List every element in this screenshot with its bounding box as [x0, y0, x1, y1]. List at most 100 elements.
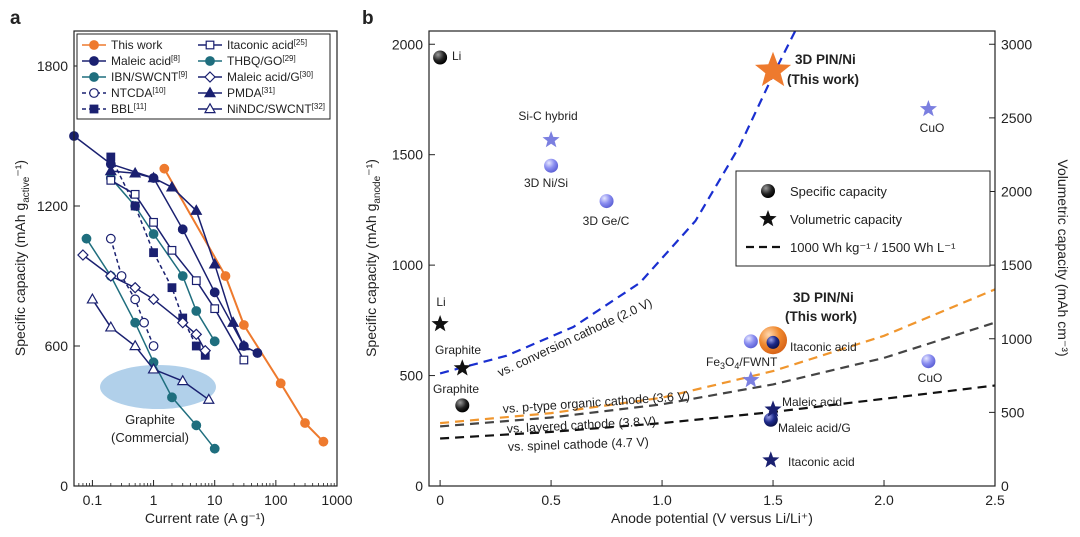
- panel-b-points: [431, 50, 937, 468]
- series-0-point-5: [318, 436, 329, 447]
- b-ytick-label: 1000: [392, 257, 423, 273]
- legend-ref-6: [29]: [282, 54, 295, 63]
- specific-point-1: [544, 158, 559, 173]
- legend-marker-4: [89, 104, 99, 114]
- specific-point-7: [921, 354, 936, 369]
- series-6-point-5: [191, 420, 202, 431]
- legend-name-6: THBQ/GO: [227, 54, 282, 68]
- legend-marker-5: [205, 40, 215, 50]
- b-ytick-right-label: 2500: [1001, 110, 1032, 126]
- this-work-star: [755, 51, 792, 87]
- b-ytick-label: 1500: [392, 147, 423, 163]
- panel-a-letter: a: [10, 8, 21, 29]
- b-ytick-right-label: 2000: [1001, 184, 1032, 200]
- b-ytick-label: 0: [415, 478, 423, 494]
- volumetric-star-0: [431, 315, 449, 332]
- volumetric-star-3: [919, 100, 937, 117]
- panel-a-series: [69, 131, 329, 454]
- series-line-3: [110, 238, 155, 347]
- panel-b-point-labels: Li Li Graphite Graphite Si-C hybrid 3D N…: [433, 49, 944, 469]
- itaconic-sphere-overlay: [766, 335, 780, 349]
- graphite-commercial-region: Graphite (Commercial): [100, 365, 216, 445]
- legend-label-4: BBL[11]: [111, 102, 146, 116]
- label-this-work-top-2: (This work): [787, 72, 859, 87]
- series-5-point-3: [167, 245, 177, 255]
- legend-ref-8: [31]: [262, 86, 275, 95]
- legend-name-4: BBL: [111, 102, 134, 116]
- volumetric-star-4: [742, 371, 760, 388]
- panel-a-ticks: 0.1 1 10 100 1000 0 600 1200 1800: [37, 58, 353, 508]
- b-xtick-label: 0.5: [541, 492, 561, 508]
- energy-curve-2: [440, 321, 996, 428]
- legend-name-8: PMDA: [227, 86, 262, 100]
- b-xtick-label: 2.0: [874, 492, 894, 508]
- a-xtick-label: 1000: [321, 492, 352, 508]
- label-this-work-bottom-2: (This work): [785, 309, 857, 324]
- a-xtick-label: 1: [150, 492, 158, 508]
- series-5-point-5: [210, 304, 220, 314]
- series-5-point-4: [191, 276, 201, 286]
- b-ytick-right-label: 1000: [1001, 331, 1032, 347]
- panel-a-chart: Graphite (Commercial) 0.1 1 10 100 1000 0 600 1…: [12, 30, 353, 526]
- legend-label-9: NiNDC/SWCNT[32]: [227, 102, 325, 116]
- volumetric-star-5: [764, 400, 782, 417]
- panel-b-legend-box: [735, 170, 991, 267]
- series-9-point-0: [86, 292, 99, 304]
- series-9-point-2: [129, 339, 142, 351]
- series-1-point-6: [252, 348, 263, 358]
- b-xtick-label: 2.5: [985, 492, 1005, 508]
- panel-b-x-axis-title: Anode potential (V versus Li/Li⁺): [611, 510, 813, 526]
- series-8-point-7: [237, 339, 250, 351]
- panel-b-letter: b: [362, 8, 374, 29]
- legend-label-2: IBN/SWCNT[9]: [111, 70, 187, 84]
- panel-b-curve-labels: vs. conversion cathode (2.0 V) vs. p-typ…: [495, 296, 690, 454]
- legend-marker-0: [89, 40, 99, 50]
- panel-a-y-axis-title: Specific capacity (mAh gactive⁻¹): [12, 160, 32, 356]
- legend-star-icon: [759, 210, 777, 227]
- series-8-point-4: [190, 204, 203, 215]
- legend-ref-9: [32]: [312, 102, 325, 111]
- a-ytick-label: 1200: [37, 198, 68, 214]
- panel-a-legend: This work Maleic acid[8] IBN/SWCNT[9] NTCDA…: [82, 38, 325, 116]
- series-3-point-4: [148, 341, 159, 351]
- curve-label-conversion: vs. conversion cathode (2.0 V): [495, 296, 654, 380]
- series-7-point-6: [199, 344, 212, 357]
- series-0-point-4: [300, 418, 310, 428]
- legend-ref-3: [10]: [152, 86, 165, 95]
- energy-curve-0: [439, 30, 797, 375]
- series-7-point-1: [104, 270, 117, 282]
- specific-point-4: [743, 334, 758, 349]
- b-ytick-right-label: 0: [1001, 478, 1009, 494]
- b-ytick-label: 500: [400, 368, 424, 384]
- specific-point-0: [433, 50, 448, 65]
- series-5-point-1: [130, 189, 140, 199]
- specific-point-6: [763, 412, 778, 427]
- series-9-point-3: [147, 362, 160, 374]
- series-7-point-2: [129, 281, 141, 294]
- panel-b-ticks: 0 0.5 1.0 1.5 2.0 2.5050010001500200005001000…: [392, 36, 1033, 508]
- panel-b-chart: vs. conversion cathode (2.0 V) vs. p-typ…: [363, 30, 1071, 526]
- legend-label-5: Itaconic acid[25]: [227, 38, 307, 52]
- legend-ref-5: [25]: [294, 38, 307, 47]
- label-itaconic-sphere: Itaconic acid: [790, 340, 857, 354]
- a-ytick-label: 1800: [37, 58, 68, 74]
- legend-marker-9: [203, 102, 217, 114]
- label-graphite-star: Graphite: [435, 343, 481, 357]
- label-3d-ni-si: 3D Ni/Si: [524, 176, 568, 190]
- series-0-point-1: [220, 271, 231, 281]
- series-3-point-1: [116, 271, 127, 281]
- legend-ref-1: [8]: [171, 54, 180, 63]
- label-this-work-top-1: 3D PIN/Ni: [795, 52, 856, 67]
- label-fe3o4-fwnt: Fe3O4/FWNT: [706, 355, 778, 371]
- label-maleic-g-sphere: Maleic acid/G: [778, 421, 851, 435]
- series-8-point-0: [104, 164, 117, 176]
- a-ytick-label: 600: [45, 338, 69, 354]
- legend-name-7: Maleic acid/G: [227, 70, 300, 84]
- b-ytick-right-label: 1500: [1001, 257, 1032, 273]
- legend-label-7: Maleic acid/G[30]: [227, 70, 313, 84]
- volumetric-star-6: [762, 451, 780, 468]
- series-8-point-1: [129, 166, 142, 178]
- series-8-point-6: [227, 316, 240, 327]
- legend-ref-4: [11]: [134, 102, 147, 111]
